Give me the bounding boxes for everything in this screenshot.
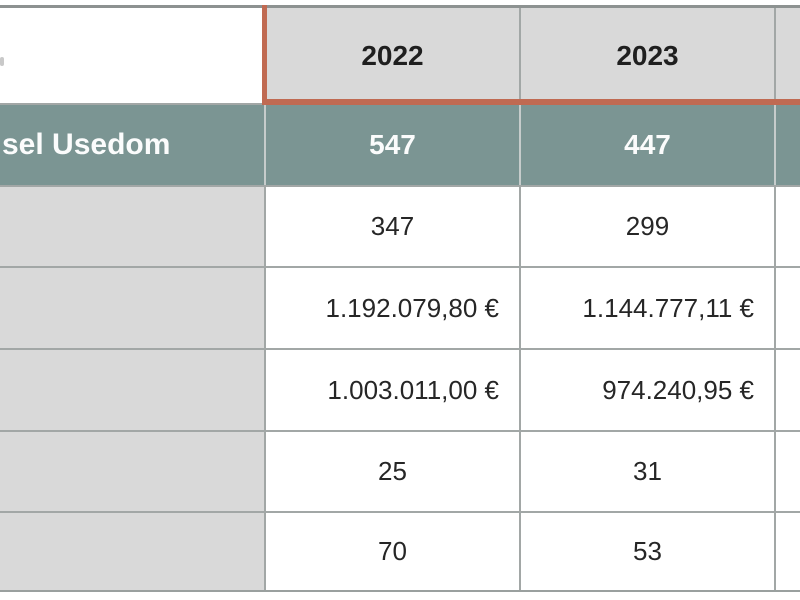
row-label-clipped [0,513,264,590]
row-label-clipped [0,268,264,348]
row-label-insel-usedom: sel Usedom [0,105,264,185]
accent-border-header-underline [262,99,800,105]
cell-r5-2022: 25 [266,432,519,511]
cell-r6-2023: 53 [521,513,774,590]
cell-usedom-partial [776,105,800,185]
cell-r4-partial [776,350,800,430]
header-cell-partial-column [776,8,800,103]
cell-r5-partial [776,432,800,511]
header-cell-label-column [0,8,264,103]
statistics-table: 2022 2023 sel Usedom 547 447 347 299 1.1… [0,5,800,592]
cell-usedom-2022: 547 [266,105,519,185]
cell-r6-2022: 70 [266,513,519,590]
cell-r3-2022: 1.192.079,80 € [266,268,519,348]
cell-r4-2022: 1.003.011,00 € [266,350,519,430]
accent-border-left-2022 [262,5,267,105]
cell-r3-partial [776,268,800,348]
row-label-clipped [0,187,264,266]
cell-r6-partial [776,513,800,590]
cell-r4-2023: 974.240,95 € [521,350,774,430]
header-cell-year-2023: 2023 [521,8,774,103]
cell-usedom-2023: 447 [521,105,774,185]
header-cell-year-2022: 2022 [266,8,519,103]
cell-r2-2023: 299 [521,187,774,266]
clipped-glyph-artifact [0,57,4,66]
cell-r3-2023: 1.144.777,11 € [521,268,774,348]
cell-r2-2022: 347 [266,187,519,266]
cell-r2-partial [776,187,800,266]
row-label-clipped [0,350,264,430]
cell-r5-2023: 31 [521,432,774,511]
row-label-clipped [0,432,264,511]
